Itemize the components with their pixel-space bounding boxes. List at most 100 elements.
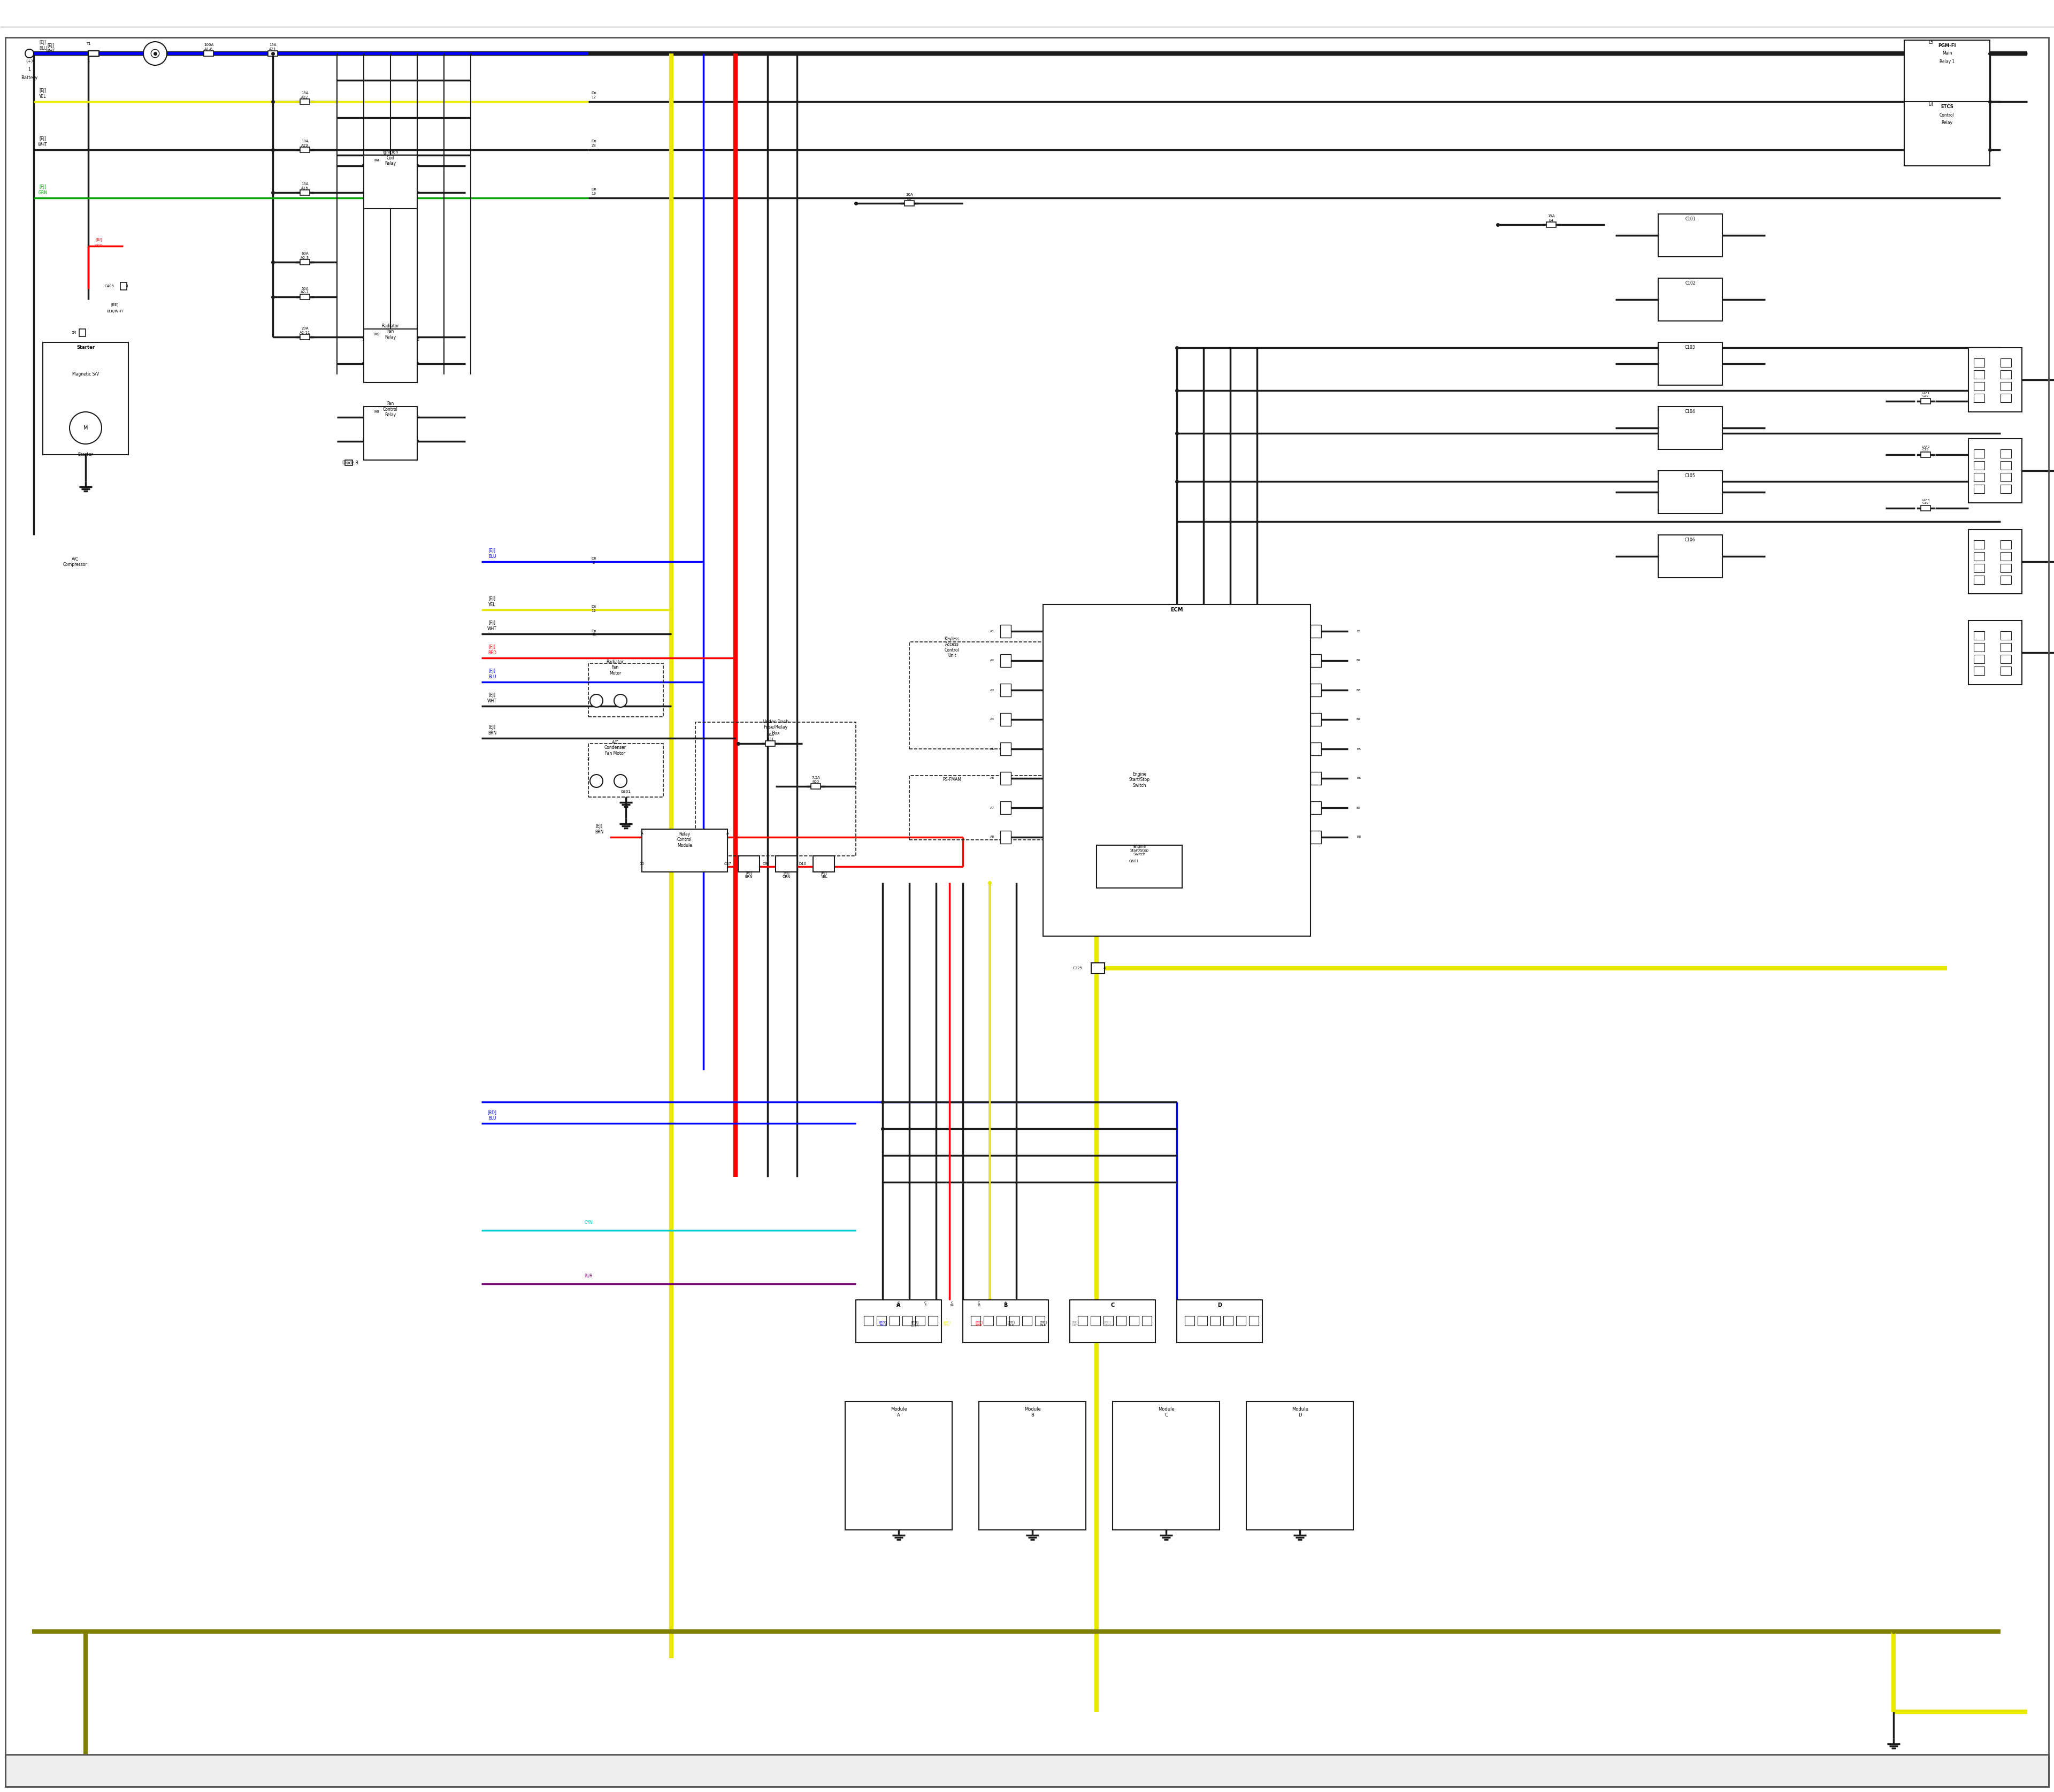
Text: [EJ]
YEL: [EJ] YEL	[489, 597, 495, 607]
Text: C105: C105	[1684, 473, 1695, 478]
Text: [BD]
BLK: [BD] BLK	[1039, 1321, 1048, 1326]
Text: A/C
Compressor: A/C Compressor	[64, 557, 86, 566]
Text: 15A
A21: 15A A21	[269, 43, 277, 50]
Bar	[1237, 1315, 1247, 1326]
Text: 10A
B2: 10A B2	[906, 194, 912, 201]
Bar	[1310, 654, 1321, 667]
Bar	[300, 190, 310, 195]
Text: Ignition
Coil
Relay: Ignition Coil Relay	[382, 151, 398, 167]
Text: A
1: A 1	[1004, 1301, 1006, 1306]
Bar	[203, 50, 214, 56]
Text: A2: A2	[990, 659, 994, 661]
Text: A1: A1	[990, 629, 994, 633]
Bar	[1224, 1315, 1232, 1326]
Text: C103: C103	[1684, 346, 1695, 349]
Bar	[1000, 742, 1011, 754]
Text: M4: M4	[374, 159, 380, 161]
Text: B3: B3	[1356, 688, 1362, 692]
Text: A5: A5	[990, 747, 994, 751]
Bar	[2001, 643, 2011, 652]
Text: A8: A8	[990, 835, 994, 839]
Text: 4: 4	[417, 165, 419, 167]
Bar	[1974, 371, 1984, 378]
Text: Radiator
Fan
Motor: Radiator Fan Motor	[606, 659, 624, 676]
Text: PUR: PUR	[583, 1274, 592, 1278]
Bar	[963, 1299, 1048, 1342]
Bar	[300, 99, 310, 104]
Bar	[2001, 552, 2011, 561]
Text: Dn
12: Dn 12	[592, 606, 596, 613]
Bar	[300, 260, 310, 265]
Text: Dn
1L: Dn 1L	[592, 629, 596, 636]
Circle shape	[614, 694, 626, 708]
Bar	[1904, 39, 1990, 104]
Text: 3: 3	[362, 165, 364, 167]
Bar	[300, 294, 310, 299]
Text: 15A
A22: 15A A22	[302, 91, 308, 99]
Text: M8: M8	[374, 410, 380, 414]
Bar	[1097, 776, 1204, 840]
Text: A: A	[727, 831, 729, 835]
Text: 10A
A29: 10A A29	[302, 140, 308, 147]
Text: Battery: Battery	[21, 75, 37, 81]
Text: ECM: ECM	[1171, 607, 1183, 613]
Text: 60A
A2-3: 60A A2-3	[300, 253, 310, 260]
Bar	[1091, 962, 1105, 973]
Bar	[1920, 452, 1931, 457]
Text: C
24: C 24	[949, 1301, 955, 1306]
Bar	[1658, 278, 1723, 321]
Bar	[267, 50, 277, 56]
Text: Keyless
Access
Control
Unit: Keyless Access Control Unit	[945, 636, 959, 658]
Text: [BD]
BLU: [BD] BLU	[487, 1109, 497, 1120]
Bar	[1658, 471, 1723, 514]
Text: C
22: C 22	[896, 1301, 902, 1306]
Bar	[916, 1315, 924, 1326]
Text: Relay: Relay	[1941, 120, 1953, 125]
Bar	[1310, 772, 1321, 785]
Bar	[6, 1754, 2048, 1787]
Bar	[1000, 625, 1011, 638]
Text: 1: 1	[29, 66, 31, 72]
Text: M: M	[84, 425, 88, 430]
Bar	[2001, 473, 2011, 482]
Bar	[1974, 394, 1984, 401]
Circle shape	[144, 41, 166, 65]
Bar	[364, 156, 417, 208]
Bar	[1000, 654, 1011, 667]
Text: B1: B1	[1356, 629, 1362, 633]
Bar	[1078, 1315, 1087, 1326]
Text: [EJ]
YEL: [EJ] YEL	[820, 871, 828, 878]
Text: Radiator
Fan
Relay: Radiator Fan Relay	[382, 324, 398, 340]
Bar	[2001, 461, 2011, 470]
Text: RED: RED	[94, 244, 103, 247]
Text: Relay
Control
Module: Relay Control Module	[678, 831, 692, 848]
Bar	[1310, 801, 1321, 814]
Bar	[1310, 625, 1321, 638]
Text: LAF2
C15: LAF2 C15	[1920, 446, 1931, 452]
Text: 10: 10	[639, 862, 645, 866]
Bar	[984, 1315, 994, 1326]
Text: 7.5A
B22: 7.5A B22	[811, 776, 820, 783]
Text: [BD]
GRY: [BD] GRY	[1072, 1321, 1078, 1326]
Bar	[1658, 407, 1723, 450]
Bar	[1920, 505, 1931, 511]
Circle shape	[589, 694, 602, 708]
Bar	[1968, 439, 2021, 504]
Bar	[1310, 683, 1321, 697]
Bar	[1177, 1299, 1263, 1342]
Bar	[1974, 539, 1984, 548]
Text: [BD]
YEL: [BD] YEL	[943, 1321, 951, 1326]
Text: (+): (+)	[27, 59, 33, 65]
Text: C405: C405	[105, 285, 115, 289]
Circle shape	[152, 50, 160, 57]
Text: A6: A6	[990, 778, 994, 780]
Bar	[1310, 742, 1321, 754]
Text: [BD]
OR/4: [BD] OR/4	[910, 1321, 918, 1326]
Text: L5: L5	[1929, 41, 1933, 45]
Bar	[1000, 831, 1011, 844]
Bar	[1974, 473, 1984, 482]
Bar	[972, 1315, 980, 1326]
Text: Dn
19: Dn 19	[592, 188, 596, 195]
Bar	[1904, 102, 1990, 167]
Bar	[1974, 667, 1984, 676]
